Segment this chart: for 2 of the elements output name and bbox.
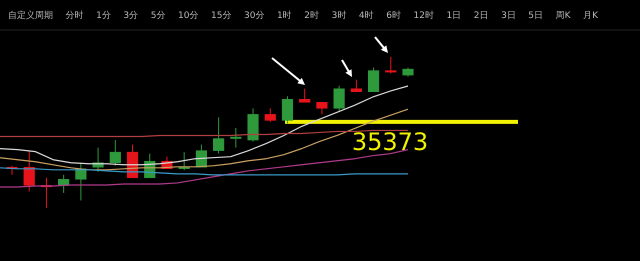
note: 35373 [352, 128, 428, 156]
toolbar: 自定义周期 分时 1分 3分 5分 10分 15分 30分 1时 2时 3时 4时 6时 12时 1日 2日 3日 5日 周K 月K [8, 11, 598, 21]
